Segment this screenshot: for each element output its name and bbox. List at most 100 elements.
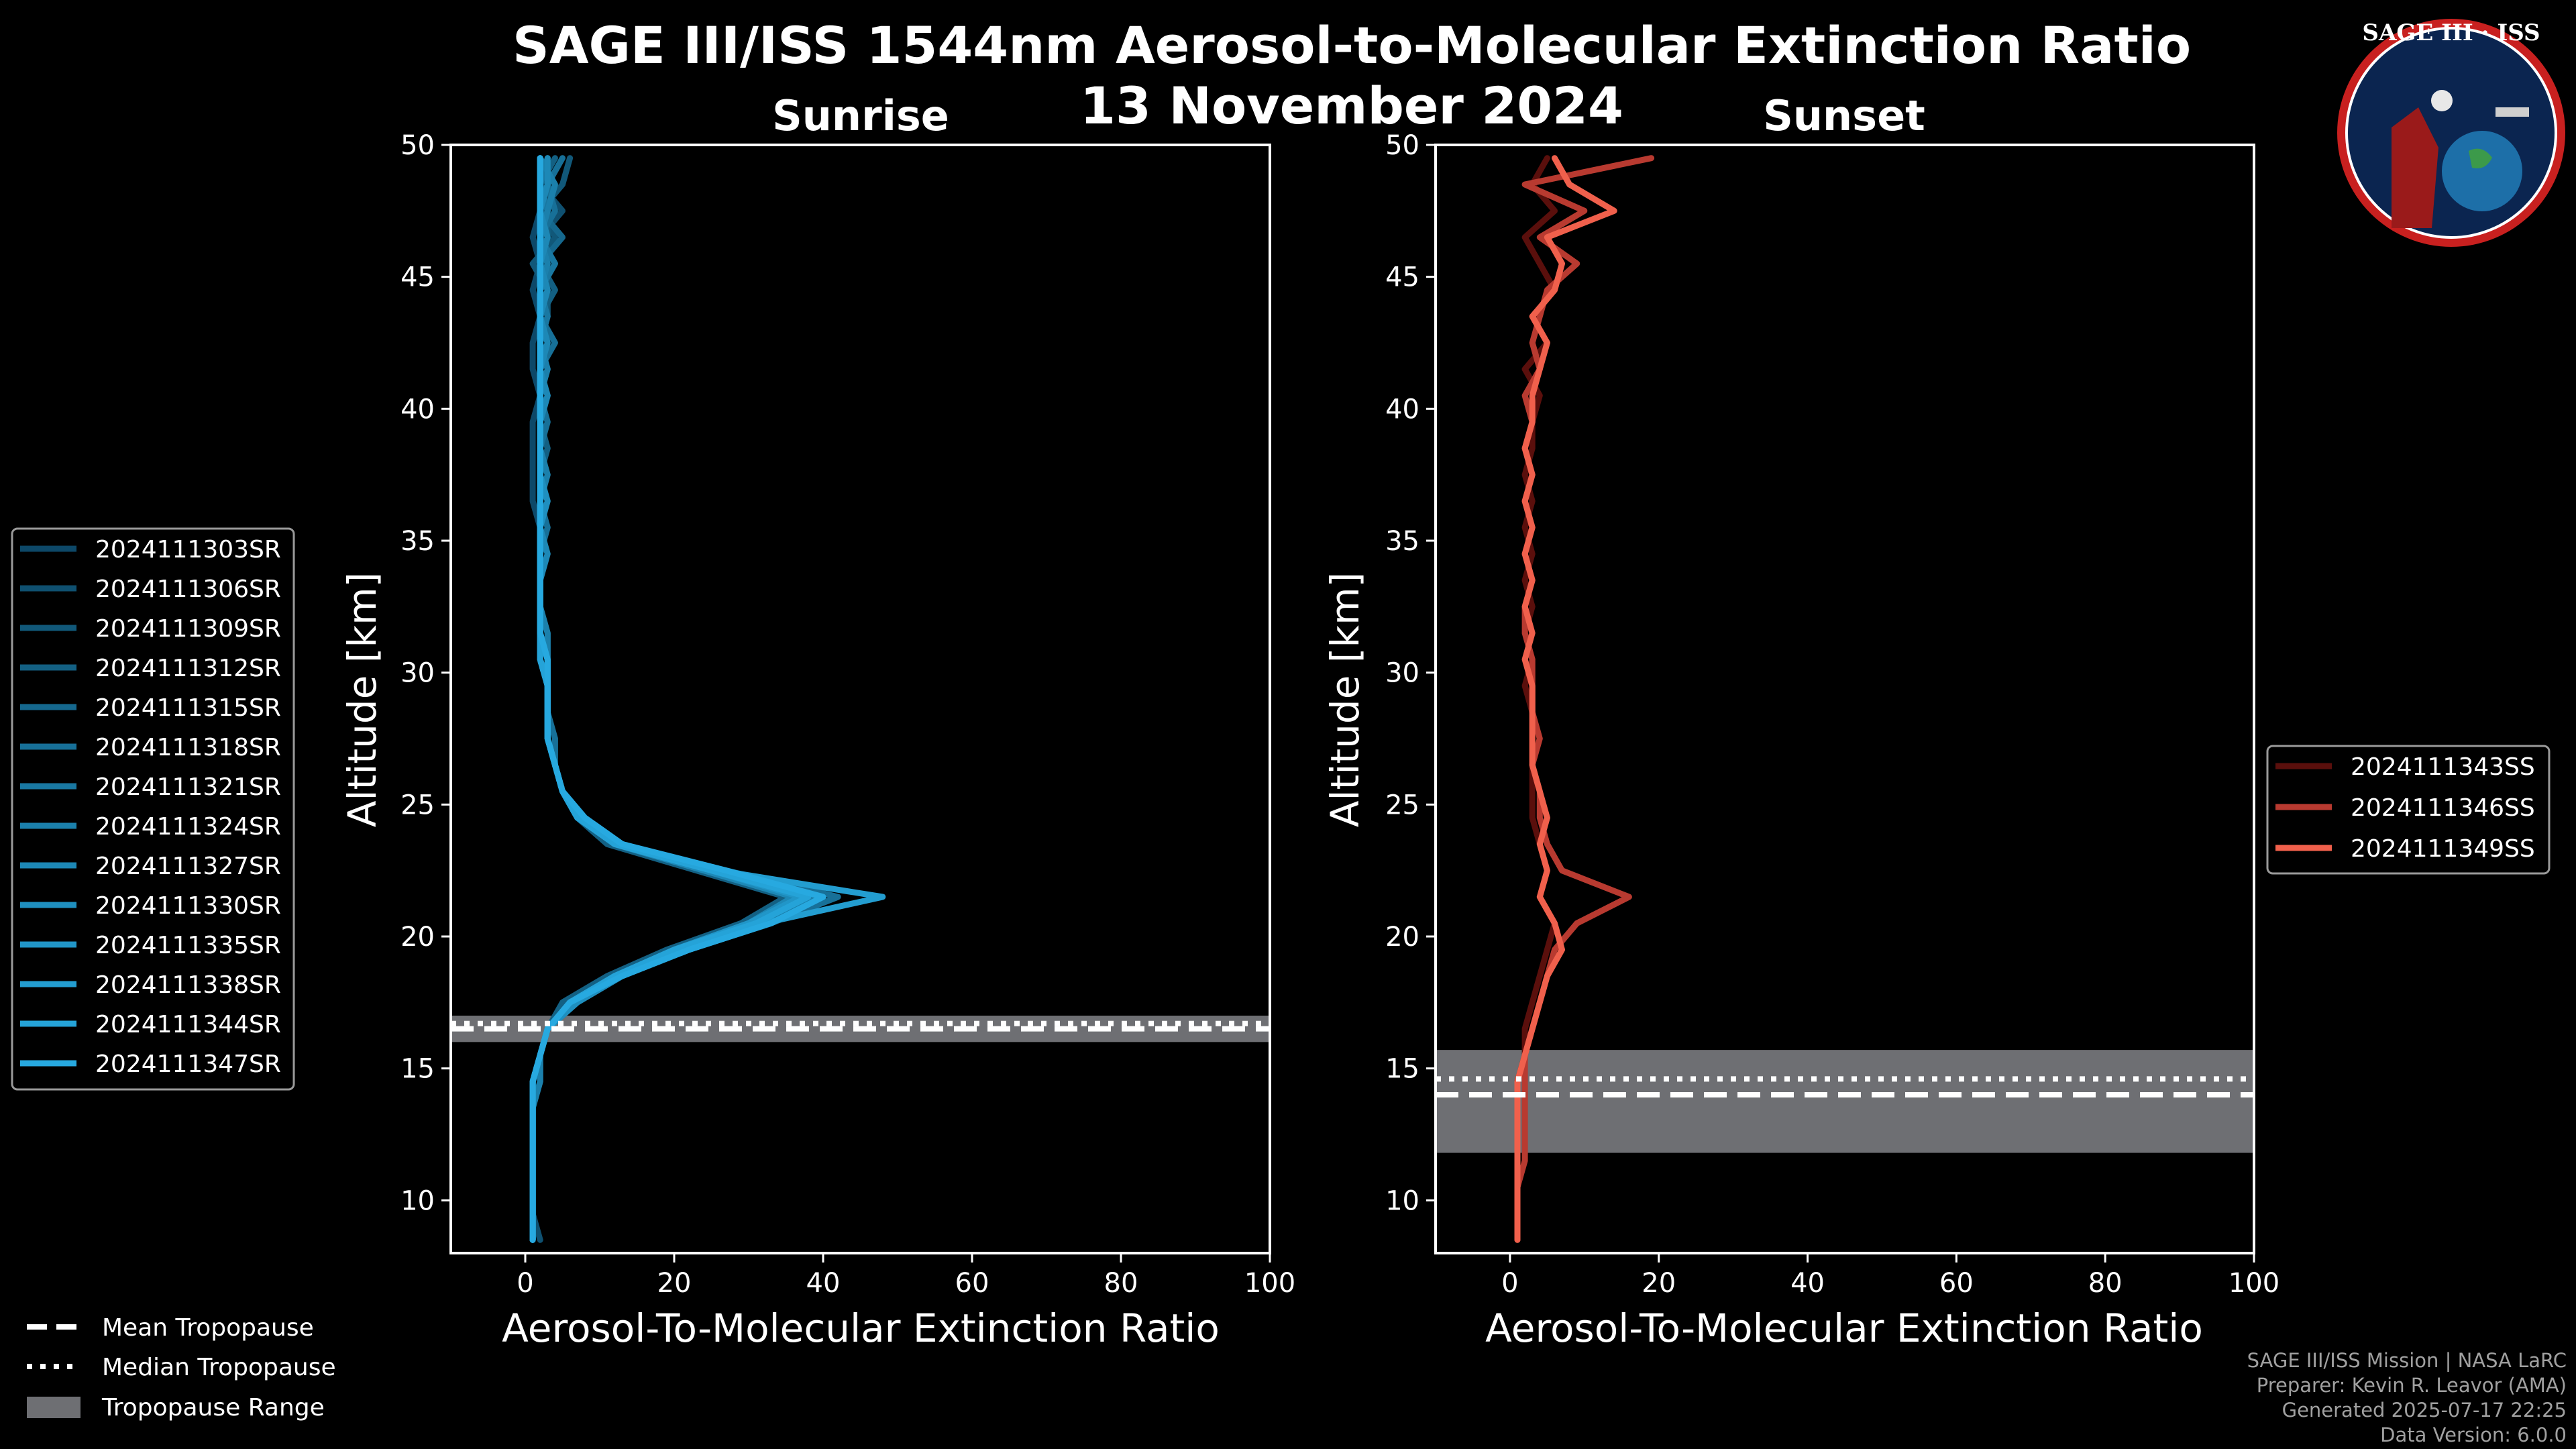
sunrise-x-tick-label: 0: [517, 1268, 533, 1299]
sunset-legend: 2024111343SS 2024111346SS 2024111349SS: [2266, 745, 2551, 875]
sunset-y-tick-label: 35: [1385, 526, 1419, 557]
sunset-y-tick-label: 10: [1385, 1185, 1419, 1216]
credit-mission: SAGE III/ISS Mission | NASA LaRC: [2247, 1349, 2567, 1372]
logo-continent-icon: [2469, 148, 2492, 168]
sunrise-y-tick-label: 40: [400, 394, 435, 425]
sunrise-axes: 0 20 40 60 80 100 10 15 20 25 30 35 40 45 50: [400, 130, 1295, 1299]
sunrise-y-tick-label: 20: [400, 922, 435, 953]
credit-preparer: Preparer: Kevin R. Leavor (AMA): [2257, 1374, 2567, 1397]
sunrise-x-tick-label: 20: [657, 1268, 692, 1299]
sunrise-series-2024111338SR: [529, 155, 886, 1243]
sunrise-x-tick-label: 100: [1244, 1268, 1295, 1299]
sunrise-legend-label: 2024111338SR: [95, 971, 281, 999]
sunrise-legend-label: 2024111315SR: [95, 694, 281, 722]
sunset-x-tick-label: 20: [1642, 1268, 1676, 1299]
sunrise-x-tick-label: 80: [1104, 1268, 1138, 1299]
sunrise-series-2024111330SR: [529, 155, 826, 1243]
sunrise-x-axis-label: Aerosol-To-Molecular Extinction Ratio: [502, 1305, 1220, 1351]
sunset-legend-label: 2024111349SS: [2351, 835, 2535, 863]
sunset-axes: 0 20 40 60 80 100 10 15 20 25 30 35 40 45 50: [1385, 130, 2279, 1299]
sunrise-y-tick-label: 15: [400, 1054, 435, 1085]
sage-iii-iss-mission-logo: SAGE III · ISS: [2337, 19, 2565, 247]
sunrise-series-2024111321SR: [529, 155, 797, 1243]
sunset-plot-frame: [1434, 144, 2255, 1254]
sunset-x-tick-label: 60: [1939, 1268, 1974, 1299]
median-tropopause-label: Median Tropopause: [102, 1354, 336, 1381]
logo-text: SAGE III · ISS: [2362, 19, 2540, 46]
figure-title: SAGE III/ISS 1544nm Aerosol-to-Molecular…: [513, 15, 2191, 75]
sunrise-legend: 2024111303SR 2024111306SR 2024111309SR 2024…: [11, 527, 295, 1091]
sunrise-series-2024111303SR: [529, 155, 797, 1243]
tropopause-legend: Mean Tropopause Median Tropopause Tropop…: [27, 1314, 336, 1421]
tropopause-range-label: Tropopause Range: [101, 1394, 325, 1421]
sunset-y-tick-label: 25: [1385, 790, 1419, 820]
sunset-y-tick-label: 15: [1385, 1054, 1419, 1085]
sunrise-legend-label: 2024111309SR: [95, 615, 281, 643]
sunrise-y-axis-label: Altitude [km]: [339, 572, 385, 827]
sunrise-series-2024111315SR: [529, 155, 804, 1243]
tropopause-range-swatch: [27, 1397, 80, 1418]
sunrise-y-tick-label: 35: [400, 526, 435, 557]
sunrise-series-2024111324SR: [529, 155, 819, 1243]
sunset-series-2024111349SS: [1514, 155, 1617, 1243]
credit-data-version: Data Version: 6.0.0: [2380, 1424, 2567, 1446]
sunrise-legend-frame: [11, 527, 295, 1091]
mean-tropopause-label: Mean Tropopause: [102, 1314, 314, 1342]
sunset-y-tick-label: 45: [1385, 262, 1419, 293]
sunset-x-axis-label: Aerosol-To-Molecular Extinction Ratio: [1485, 1305, 2203, 1351]
sunrise-legend-label: 2024111330SR: [95, 892, 281, 920]
sunset-x-tick-label: 40: [1790, 1268, 1825, 1299]
sunset-legend-label: 2024111346SS: [2351, 794, 2535, 822]
sunset-x-tick-label: 80: [2088, 1268, 2123, 1299]
sunrise-series-2024111312SR: [529, 155, 789, 1243]
sunrise-legend-label: 2024111335SR: [95, 932, 281, 959]
logo-earth-icon: [2442, 131, 2522, 211]
sunrise-legend-label: 2024111344SR: [95, 1011, 281, 1038]
sunrise-panel: Sunrise 0 20 40 60 80 100 10 15 20 25 30 35 40 45 50 A…: [339, 91, 1295, 1351]
sunset-title: Sunset: [1763, 91, 1925, 140]
logo-ring-border: [2345, 27, 2557, 239]
logo-station-icon: [2496, 107, 2529, 117]
sunset-x-tick-label: 100: [2229, 1268, 2279, 1299]
sunrise-legend-label: 2024111303SR: [95, 536, 281, 564]
sunset-y-tick-label: 50: [1385, 130, 1419, 161]
sunset-plot-area: [1436, 155, 2254, 1243]
sunrise-x-tick-label: 40: [806, 1268, 841, 1299]
sunset-y-tick-label: 40: [1385, 394, 1419, 425]
sunset-x-tick-label: 0: [1501, 1268, 1518, 1299]
sunrise-legend-label: 2024111306SR: [95, 576, 281, 603]
sunrise-plot-area: [451, 155, 1270, 1243]
figure-date: 13 November 2024: [1080, 76, 1623, 136]
logo-moon-icon: [2431, 90, 2453, 111]
sunrise-series-2024111309SR: [529, 155, 826, 1243]
sunrise-legend-label: 2024111312SR: [95, 655, 281, 682]
sunrise-legend-label: 2024111324SR: [95, 813, 281, 841]
sunrise-series-2024111327SR: [529, 155, 797, 1243]
sunset-legend-frame: [2266, 745, 2551, 875]
sunrise-series-2024111344SR: [529, 155, 812, 1243]
sunrise-y-tick-label: 25: [400, 790, 435, 820]
sunrise-series-2024111347SR: [529, 155, 826, 1243]
sunrise-legend-label: 2024111318SR: [95, 734, 281, 761]
sunrise-y-tick-label: 50: [400, 130, 435, 161]
sunrise-plot-frame: [449, 144, 1271, 1254]
credit-generated: Generated 2025-07-17 22:25: [2282, 1399, 2567, 1421]
sunset-panel: Sunset 0 20 40 60 80 100 10 15 20 25 30 35 40 45 50 Ae…: [1322, 91, 2279, 1351]
sunset-tropopause-range-band: [1436, 1050, 2254, 1153]
sunset-y-tick-label: 30: [1385, 658, 1419, 689]
sunrise-y-tick-label: 10: [400, 1185, 435, 1216]
credits: SAGE III/ISS Mission | NASA LaRC Prepare…: [2247, 1349, 2567, 1446]
sunrise-legend-label: 2024111321SR: [95, 773, 281, 801]
sunrise-series-2024111335SR: [529, 155, 804, 1243]
sunrise-series-2024111306SR: [529, 155, 812, 1243]
sunrise-legend-label: 2024111327SR: [95, 853, 281, 880]
sunset-legend-label: 2024111343SS: [2351, 753, 2535, 781]
sunset-y-axis-label: Altitude [km]: [1322, 572, 1368, 827]
sunrise-legend-label: 2024111347SR: [95, 1051, 281, 1078]
sunrise-y-tick-label: 30: [400, 658, 435, 689]
sunrise-y-tick-label: 45: [400, 262, 435, 293]
logo-figure-icon: [2392, 107, 2438, 228]
sunrise-title: Sunrise: [772, 91, 949, 140]
sunrise-clip-group: [451, 155, 1270, 1243]
